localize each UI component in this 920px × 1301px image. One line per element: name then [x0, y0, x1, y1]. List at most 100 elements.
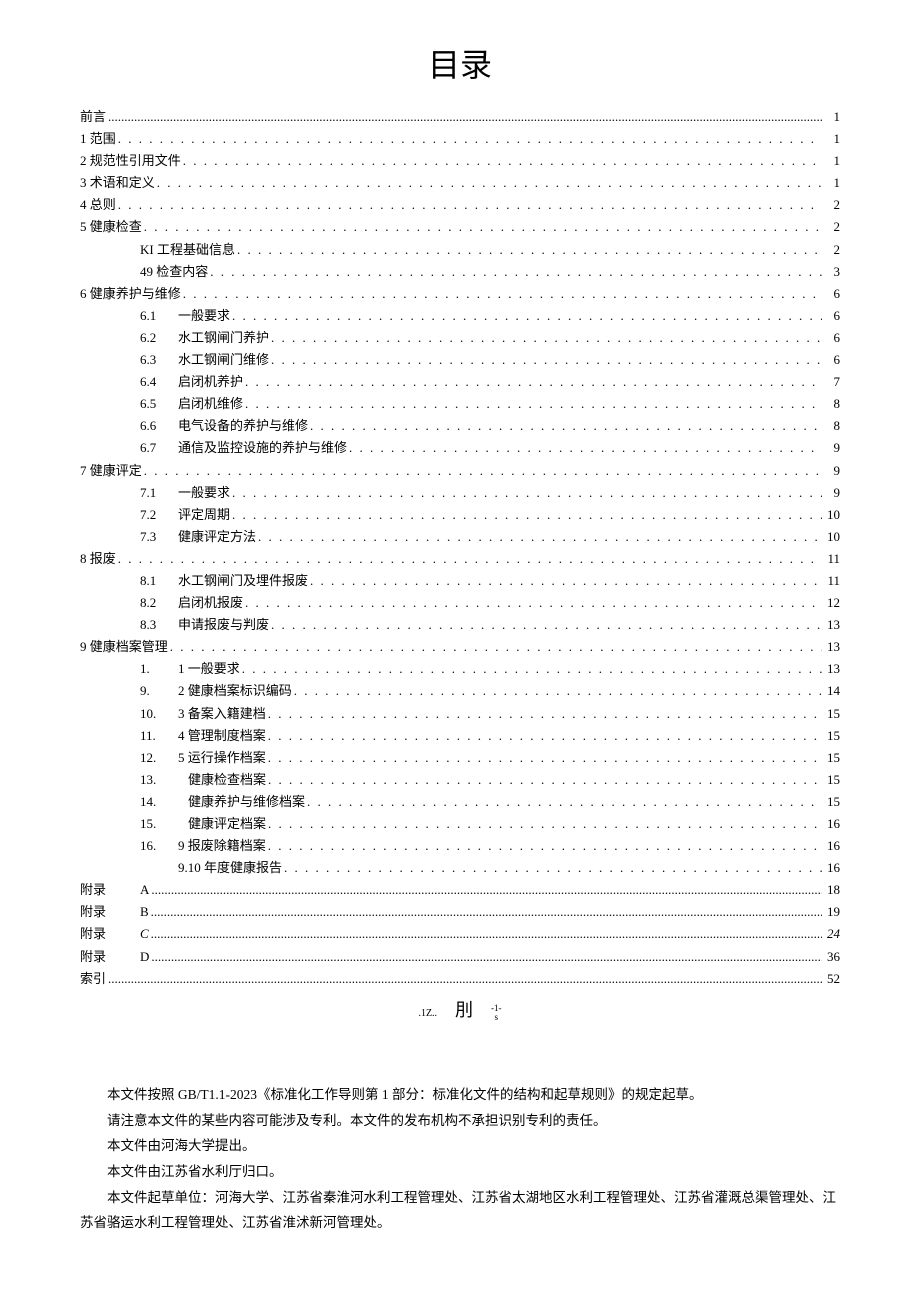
toc-entry-label: 11.4 管理制度档案: [140, 725, 266, 747]
toc-entry-label: 14.健康养护与维修档案: [140, 791, 305, 813]
toc-leader-dots: [155, 172, 822, 194]
preface-body: 本文件按照 GB/T1.1-2023《标准化工作导则第 1 部分：标准化文件的结…: [80, 1082, 840, 1236]
toc-entry-label: 8 报废: [80, 548, 116, 570]
toc-entry: 2 规范性引用文件1: [80, 150, 840, 172]
toc-title: 目录: [80, 40, 840, 86]
toc-entry: 前言1: [80, 106, 840, 128]
toc-leader-dots: [266, 835, 822, 857]
toc-entry: 8.2启闭机报废12: [80, 592, 840, 614]
toc-leader-dots: [106, 968, 822, 990]
toc-entry: 索引 52: [80, 968, 840, 990]
toc-entry-label: 1.1 一般要求: [140, 658, 240, 680]
toc-entry-page: 9: [822, 482, 840, 504]
toc-leader-dots: [149, 879, 822, 901]
toc-entry-label: 6.3水工钢闸门维修: [140, 349, 269, 371]
toc-entry-page: 15: [822, 747, 840, 769]
toc-entry: 49 检查内容3: [80, 261, 840, 283]
toc-entry-page: 52: [822, 968, 840, 990]
table-of-contents: 前言11 范围12 规范性引用文件13 术语和定义14 总则25 健康检查2KI…: [80, 106, 840, 990]
toc-entry-label: 索引: [80, 968, 106, 990]
toc-leader-dots: [240, 658, 822, 680]
toc-entry-page: 10: [822, 504, 840, 526]
toc-entry-page: 6: [822, 327, 840, 349]
toc-entry-label: 6.1一般要求: [140, 305, 230, 327]
toc-entry: 6 健康养护与维修 6: [80, 283, 840, 305]
toc-leader-dots: [116, 548, 822, 570]
toc-entry-page: 6: [822, 283, 840, 305]
toc-entry: 9.2 健康档案标识编码14: [80, 680, 840, 702]
footer-mark: .1Z.. 刖 -1- s: [80, 996, 840, 1022]
toc-entry-label: 9.10 年度健康报告: [140, 857, 282, 879]
toc-leader-dots: [266, 769, 822, 791]
toc-entry: 12.5 运行操作档案 15: [80, 747, 840, 769]
toc-leader-dots: [292, 680, 822, 702]
toc-leader-dots: [168, 636, 822, 658]
toc-entry-label: 附录B: [80, 901, 149, 923]
toc-entry-label: 12.5 运行操作档案: [140, 747, 266, 769]
toc-entry-page: 8: [822, 393, 840, 415]
toc-entry-label: 8.3申请报废与判废: [140, 614, 269, 636]
toc-entry-label: 8.1水工钢闸门及埋件报废: [140, 570, 308, 592]
toc-entry: 7.1一般要求 9: [80, 482, 840, 504]
toc-entry-page: 6: [822, 305, 840, 327]
toc-leader-dots: [243, 371, 822, 393]
toc-entry: 9 健康档案管理13: [80, 636, 840, 658]
toc-entry-label: 6.4启闭机养护: [140, 371, 243, 393]
footer-mark-left: .1Z..: [418, 1008, 437, 1019]
toc-entry-label: 7.3健康评定方法: [140, 526, 256, 548]
toc-entry-page: 15: [822, 769, 840, 791]
toc-leader-dots: [256, 526, 822, 548]
toc-entry-label: 6 健康养护与维修: [80, 283, 181, 305]
toc-entry-page: 16: [822, 835, 840, 857]
toc-entry-page: 9: [822, 460, 840, 482]
toc-entry: 10.3 备案入籍建档15: [80, 703, 840, 725]
toc-leader-dots: [230, 504, 822, 526]
toc-entry-page: 13: [822, 614, 840, 636]
toc-entry-page: 6: [822, 349, 840, 371]
toc-leader-dots: [106, 106, 822, 128]
toc-entry-page: 11: [822, 570, 840, 592]
toc-entry-label: 6.6电气设备的养护与维修: [140, 415, 308, 437]
toc-entry: 7 健康评定9: [80, 460, 840, 482]
toc-leader-dots: [208, 261, 822, 283]
toc-leader-dots: [235, 239, 822, 261]
toc-leader-dots: [181, 283, 822, 305]
body-paragraph: 本文件由江苏省水利厅归口。: [80, 1159, 840, 1185]
toc-leader-dots: [282, 857, 822, 879]
toc-entry-label: 附录A: [80, 879, 149, 901]
footer-mark-mid: 刖: [455, 1000, 473, 1020]
toc-entry-page: 36: [822, 946, 840, 968]
toc-entry: 1.1 一般要求13: [80, 658, 840, 680]
toc-entry: 附录B19: [80, 901, 840, 923]
toc-entry-label: 7.1一般要求: [140, 482, 230, 504]
toc-entry-label: 1 范围: [80, 128, 116, 150]
toc-entry: 11.4 管理制度档案15: [80, 725, 840, 747]
toc-leader-dots: [142, 460, 822, 482]
toc-entry-label: 49 检查内容: [140, 261, 208, 283]
toc-entry-page: 10: [822, 526, 840, 548]
toc-entry: 8 报废11: [80, 548, 840, 570]
toc-entry-label: 附录C: [80, 923, 149, 945]
toc-entry: 4 总则2: [80, 194, 840, 216]
toc-entry-page: 24: [822, 923, 840, 945]
toc-entry: 附录C 24: [80, 923, 840, 945]
toc-entry-page: 1: [822, 150, 840, 172]
toc-entry: 6.4启闭机养护7: [80, 371, 840, 393]
toc-entry: 7.3健康评定方法 10: [80, 526, 840, 548]
toc-leader-dots: [230, 482, 822, 504]
toc-entry-label: 4 总则: [80, 194, 116, 216]
toc-leader-dots: [269, 614, 822, 636]
toc-entry: 附录A18: [80, 879, 840, 901]
toc-leader-dots: [266, 725, 822, 747]
toc-leader-dots: [230, 305, 822, 327]
toc-entry-label: 8.2启闭机报废: [140, 592, 243, 614]
toc-entry-label: 15.健康评定档案: [140, 813, 266, 835]
toc-entry-page: 16: [822, 813, 840, 835]
toc-entry: 7.2评定周期10: [80, 504, 840, 526]
toc-entry: 6.2水工钢闸门养护 6: [80, 327, 840, 349]
document-page: 目录 前言11 范围12 规范性引用文件13 术语和定义14 总则25 健康检查…: [0, 0, 920, 1276]
toc-entry: 16.9 报废除籍档案16: [80, 835, 840, 857]
body-paragraph: 本文件由河海大学提出。: [80, 1133, 840, 1159]
toc-entry-label: 6.2水工钢闸门养护: [140, 327, 269, 349]
toc-entry-label: 前言: [80, 106, 106, 128]
